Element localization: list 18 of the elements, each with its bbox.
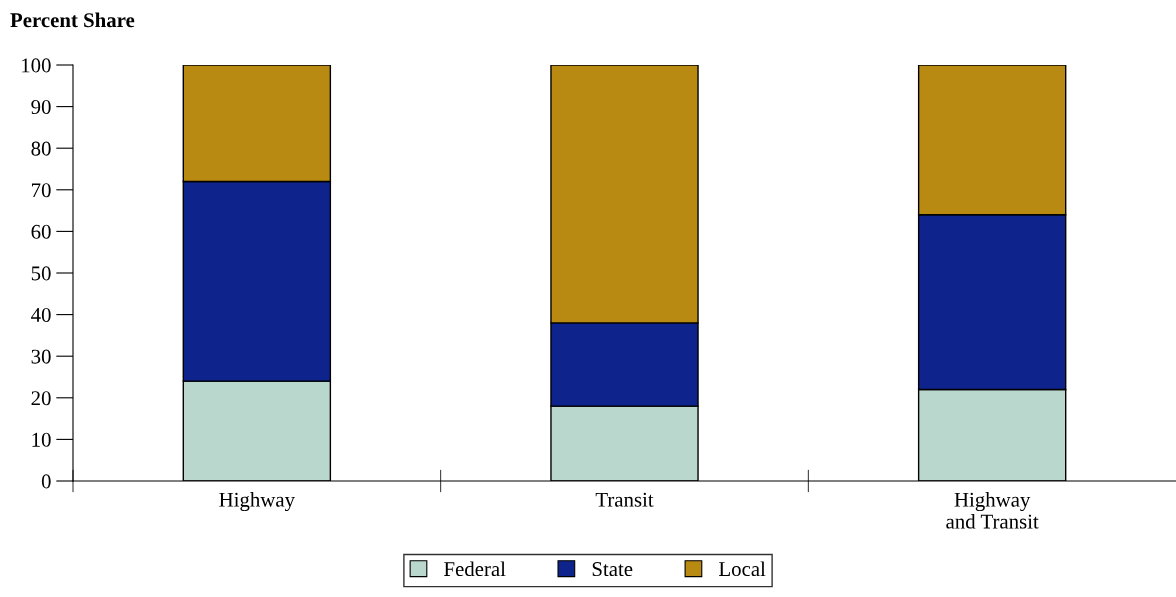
y-tick-label: 100 xyxy=(22,58,51,73)
x-tick-label: Transit xyxy=(595,492,654,507)
y-axis-title: Percent Share xyxy=(10,12,135,28)
x-tick-label: Highway xyxy=(219,492,295,512)
y-tick-label: 60 xyxy=(31,224,51,239)
y-tick-label: 0 xyxy=(41,474,51,489)
x-tick-label: Highway and Transit xyxy=(946,492,1039,529)
y-tick-label: 50 xyxy=(31,266,51,281)
y-tick-label: 10 xyxy=(32,432,51,447)
y-tick-label: 90 xyxy=(31,99,51,115)
y-tick-label: 20 xyxy=(31,391,51,406)
legend-label: Local xyxy=(719,561,766,577)
y-tick-label: 30 xyxy=(31,349,51,364)
y-tick-label: 70 xyxy=(32,183,51,198)
y-tick-label: 40 xyxy=(31,307,51,323)
y-tick-label: 80 xyxy=(31,141,51,156)
legend-label: Federal xyxy=(444,561,506,577)
legend-label: State xyxy=(592,562,633,577)
